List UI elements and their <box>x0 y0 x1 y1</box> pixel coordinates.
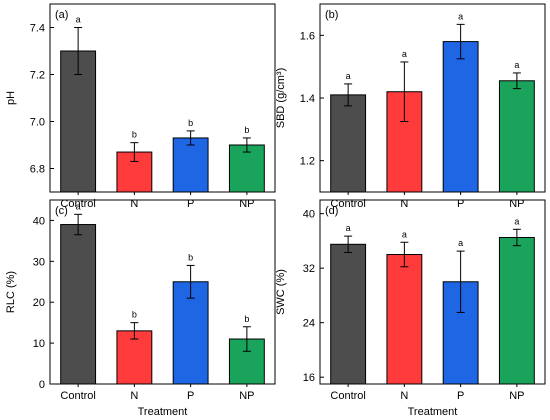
y-tick-label: 7.4 <box>30 23 45 35</box>
bar <box>498 80 535 193</box>
x-tick-label: NP <box>239 390 254 402</box>
significance-letter: a <box>76 201 81 211</box>
x-tick-label: NP <box>509 390 524 402</box>
y-tick-label: 40 <box>33 215 45 227</box>
y-tick-label: 24 <box>303 318 315 330</box>
x-tick-label: NP <box>239 198 254 210</box>
x-tick-label: N <box>400 198 408 210</box>
bar <box>330 94 367 193</box>
panel-label: (d) <box>325 205 338 217</box>
bar <box>386 254 423 385</box>
significance-letter: a <box>514 60 519 70</box>
x-tick-label: P <box>457 198 464 210</box>
y-axis-label: SWC (%) <box>275 269 287 315</box>
significance-letter: b <box>244 314 249 324</box>
significance-letter: b <box>132 130 137 140</box>
significance-letter: b <box>188 118 193 128</box>
y-tick-label: 1.6 <box>300 30 315 42</box>
significance-letter: b <box>244 125 249 135</box>
y-tick-label: 1.4 <box>300 93 315 105</box>
y-tick-label: 7.0 <box>30 117 45 129</box>
x-axis-label: Treatment <box>408 406 458 418</box>
x-tick-label: N <box>400 390 408 402</box>
bar <box>228 144 265 193</box>
significance-letter: a <box>76 15 81 25</box>
y-tick-label: 1.2 <box>300 156 315 168</box>
x-tick-label: P <box>187 198 194 210</box>
bar <box>172 281 209 385</box>
x-tick-label: N <box>130 198 138 210</box>
y-tick-label: 20 <box>33 297 45 309</box>
x-tick-label: Control <box>330 198 365 210</box>
x-tick-label: Control <box>330 390 365 402</box>
significance-letter: a <box>514 216 519 226</box>
x-tick-label: P <box>457 390 464 402</box>
y-tick-label: 16 <box>303 372 315 384</box>
x-tick-label: NP <box>509 198 524 210</box>
x-tick-label: Control <box>60 198 95 210</box>
significance-letter: a <box>346 71 351 81</box>
y-axis-label: SBD (g/cm³) <box>275 68 287 129</box>
bar <box>116 330 153 385</box>
panel-label: (a) <box>55 9 68 21</box>
bar <box>498 236 535 385</box>
x-tick-label: P <box>187 390 194 402</box>
panel-label: (c) <box>55 205 68 217</box>
bar <box>60 224 97 385</box>
y-tick-label: 0 <box>39 379 45 391</box>
y-axis-label: pH <box>5 91 17 105</box>
significance-letter: a <box>402 49 407 59</box>
significance-letter: a <box>458 11 463 21</box>
panel-label: (b) <box>325 9 338 21</box>
x-axis-label: Treatment <box>138 406 188 418</box>
bar <box>442 41 479 193</box>
y-tick-label: 6.8 <box>30 164 45 176</box>
y-tick-label: 7.2 <box>30 70 45 82</box>
y-axis-label: RLC (%) <box>5 271 17 313</box>
significance-letter: a <box>346 223 351 233</box>
significance-letter: a <box>402 229 407 239</box>
bar <box>330 243 367 385</box>
y-tick-label: 40 <box>303 209 315 221</box>
bar <box>172 137 209 193</box>
y-tick-label: 10 <box>33 338 45 350</box>
plot-frame <box>49 199 276 385</box>
x-tick-label: N <box>130 390 138 402</box>
y-tick-label: 32 <box>303 263 315 275</box>
plot-frame <box>49 3 276 193</box>
significance-letter: a <box>458 238 463 248</box>
x-tick-label: Control <box>60 390 95 402</box>
significance-letter: b <box>132 310 137 320</box>
y-tick-label: 30 <box>33 256 45 268</box>
plot-frame <box>319 199 546 385</box>
significance-letter: b <box>188 252 193 262</box>
